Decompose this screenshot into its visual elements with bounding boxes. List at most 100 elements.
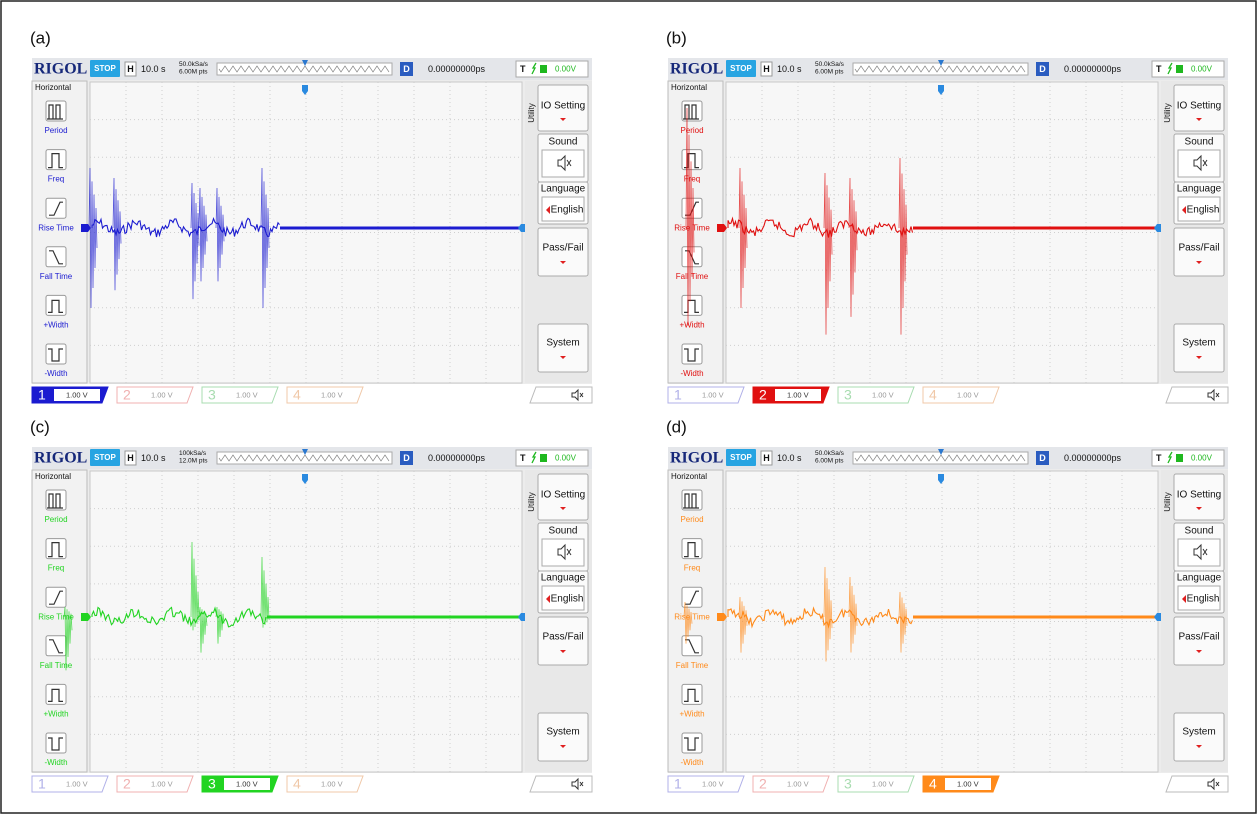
channel-number[interactable]: 4 (929, 776, 937, 792)
menu-icon-box (46, 539, 66, 559)
sound-label[interactable]: Sound (549, 137, 578, 148)
channel-number[interactable]: 4 (293, 776, 301, 792)
channel-scale[interactable]: 1.00 V (957, 390, 979, 399)
channel-scale[interactable]: 1.00 V (66, 390, 88, 399)
menu-item-label[interactable]: +Width (43, 321, 68, 330)
menu-item-label[interactable]: -Width (680, 369, 703, 378)
bottom-sound-box (1166, 387, 1228, 403)
menu-item-label[interactable]: Period (44, 515, 67, 524)
system[interactable]: System (1182, 727, 1215, 738)
channel-number[interactable]: 3 (208, 387, 216, 403)
channel-number[interactable]: 3 (208, 776, 216, 792)
channel-number[interactable]: 2 (123, 387, 131, 403)
bottom-sound-box (530, 387, 592, 403)
sound-label[interactable]: Sound (1185, 526, 1214, 537)
menu-item-label[interactable]: Fall Time (676, 661, 709, 670)
channel-scale[interactable]: 1.00 V (321, 390, 343, 399)
language-label[interactable]: Language (541, 573, 586, 584)
timebase: 10.0 s (141, 453, 166, 463)
left-menu-title: Horizontal (35, 83, 71, 92)
menu-item-label[interactable]: -Width (44, 758, 67, 767)
pass-fail[interactable]: Pass/Fail (542, 243, 583, 254)
channel-number[interactable]: 2 (123, 776, 131, 792)
delay-label: D (1039, 64, 1046, 74)
language-value[interactable]: English (551, 594, 584, 605)
channel-scale[interactable]: 1.00 V (872, 779, 894, 788)
delay-label: D (403, 453, 410, 463)
system[interactable]: System (546, 338, 579, 349)
channel-scale[interactable]: 1.00 V (66, 779, 88, 788)
menu-item-label[interactable]: Freq (684, 564, 700, 573)
channel-number[interactable]: 3 (844, 776, 852, 792)
channel-number[interactable]: 1 (674, 387, 682, 403)
system[interactable]: System (546, 727, 579, 738)
delay-label: D (403, 64, 410, 74)
sound-label[interactable]: Sound (549, 526, 578, 537)
timebase: 10.0 s (141, 64, 166, 74)
channel-number[interactable]: 1 (674, 776, 682, 792)
channel-number[interactable]: 1 (38, 387, 46, 403)
channel-scale[interactable]: 1.00 V (151, 390, 173, 399)
sample-rate: 50.0kSa/s (815, 450, 845, 457)
menu-item-label[interactable]: +Width (679, 321, 704, 330)
menu-icon-box (682, 150, 702, 170)
channel-scale[interactable]: 1.00 V (321, 779, 343, 788)
menu-item-label[interactable]: Rise Time (674, 612, 710, 621)
pass-fail[interactable]: Pass/Fail (542, 632, 583, 643)
left-menu-title: Horizontal (671, 83, 707, 92)
pass-fail[interactable]: Pass/Fail (1178, 632, 1219, 643)
menu-item-label[interactable]: +Width (679, 710, 704, 719)
trigger-level: 0.00V (555, 454, 577, 463)
language-value[interactable]: English (1187, 205, 1220, 216)
io-setting[interactable]: IO Setting (1177, 490, 1221, 501)
channel-scale[interactable]: 1.00 V (702, 390, 724, 399)
channel-number[interactable]: 2 (759, 776, 767, 792)
memory-depth: 6.00M pts (179, 69, 208, 76)
channel-scale[interactable]: 1.00 V (151, 779, 173, 788)
brand: RIGOL (34, 61, 87, 78)
menu-item-label[interactable]: Period (680, 126, 703, 135)
language-label[interactable]: Language (1177, 573, 1222, 584)
channel-number[interactable]: 4 (293, 387, 301, 403)
io-setting[interactable]: IO Setting (1177, 101, 1221, 112)
channel-number[interactable]: 3 (844, 387, 852, 403)
menu-item-label[interactable]: Period (44, 126, 67, 135)
trigger-level: 0.00V (1191, 65, 1213, 74)
menu-item-label[interactable]: Period (680, 515, 703, 524)
menu-item-label[interactable]: -Width (44, 369, 67, 378)
channel-scale[interactable]: 1.00 V (872, 390, 894, 399)
menu-item-label[interactable]: Fall Time (40, 661, 73, 670)
io-setting[interactable]: IO Setting (541, 101, 585, 112)
sound-value-box (1178, 150, 1220, 177)
oscilloscope-screen: RIGOLSTOPH10.0 s50.0kSa/s6.00M ptsD0.000… (668, 58, 1228, 405)
channel-scale[interactable]: 1.00 V (957, 779, 979, 788)
channel-number[interactable]: 1 (38, 776, 46, 792)
language-value[interactable]: English (551, 205, 584, 216)
channel-scale[interactable]: 1.00 V (236, 779, 258, 788)
channel-number[interactable]: 2 (759, 387, 767, 403)
sound-label[interactable]: Sound (1185, 137, 1214, 148)
status: STOP (730, 453, 752, 462)
channel-scale[interactable]: 1.00 V (787, 390, 809, 399)
menu-item-label[interactable]: -Width (680, 758, 703, 767)
channel-number[interactable]: 4 (929, 387, 937, 403)
pass-fail[interactable]: Pass/Fail (1178, 243, 1219, 254)
menu-item-label[interactable]: Rise Time (38, 223, 74, 232)
channel-scale[interactable]: 1.00 V (702, 779, 724, 788)
channel-scale[interactable]: 1.00 V (787, 779, 809, 788)
menu-item-label[interactable]: Freq (48, 564, 64, 573)
language-value[interactable]: English (1187, 594, 1220, 605)
language-label[interactable]: Language (1177, 184, 1222, 195)
language-label[interactable]: Language (541, 184, 586, 195)
menu-item-label[interactable]: Freq (48, 175, 64, 184)
oscilloscope-screen: RIGOLSTOPH10.0 s100kSa/s12.0M ptsD0.0000… (32, 447, 592, 794)
trigger-label: T (1156, 453, 1162, 463)
status: STOP (730, 64, 752, 73)
trigger-box (1152, 61, 1224, 77)
menu-item-label[interactable]: Fall Time (40, 272, 73, 281)
io-setting[interactable]: IO Setting (541, 490, 585, 501)
channel-scale[interactable]: 1.00 V (236, 390, 258, 399)
timebase-label: H (763, 64, 770, 74)
system[interactable]: System (1182, 338, 1215, 349)
menu-item-label[interactable]: +Width (43, 710, 68, 719)
